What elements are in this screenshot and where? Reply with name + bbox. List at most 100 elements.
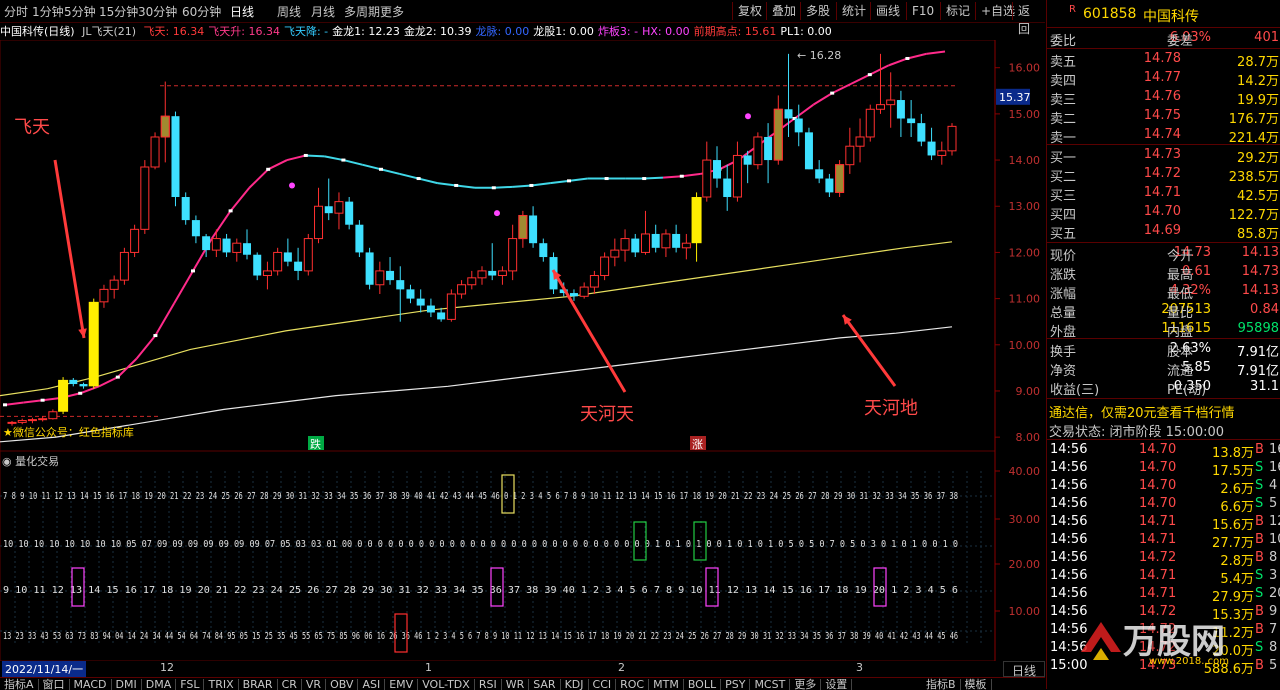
feitian-marker — [228, 209, 233, 213]
candle-body-up — [140, 166, 150, 230]
indicator-tab-right[interactable]: 模板 — [961, 679, 992, 690]
candle-body-down — [764, 136, 773, 161]
indicator-tab[interactable]: MCST — [750, 679, 791, 690]
candle-body-down — [559, 289, 568, 294]
period-tab[interactable]: 月线 — [311, 5, 336, 19]
period-tab[interactable]: 30分钟 — [138, 5, 178, 19]
feitian-curve — [343, 159, 363, 166]
indicator-tab[interactable]: DMI — [112, 679, 142, 690]
indicator-tab[interactable]: CCI — [589, 679, 617, 690]
indicator-value: 飞天降: - — [283, 25, 329, 38]
indicator-tab[interactable]: 设置 — [821, 679, 853, 690]
chart-controls-icon: ◇ ⊗ — [968, 40, 989, 41]
indicator-tab[interactable]: FSL — [176, 679, 205, 690]
indicator-tab-right[interactable]: 指标B — [922, 679, 961, 690]
candle-body-down — [784, 109, 793, 119]
order-volume: 176.7万 — [1228, 112, 1279, 127]
candle-body-up — [865, 108, 875, 138]
period-indicator-button[interactable]: 日线 — [1003, 661, 1045, 678]
indicator-tab[interactable]: ASI — [358, 679, 386, 690]
tick-row: 14:56 14.72 15.3万 B 9 — [1050, 604, 1278, 623]
order-level-label: 买一 — [1050, 151, 1077, 166]
period-tab[interactable]: 多周期 — [344, 5, 381, 19]
quant-trading-subchart[interactable]: 40.00 30.00 20.00 10.00 7 8 9 10 11 12 13 14… — [0, 451, 1045, 661]
indicator-tab[interactable]: BRAR — [239, 679, 278, 690]
candle-body-down — [569, 293, 578, 297]
indicator-tab[interactable]: KDJ — [561, 679, 589, 690]
candle-body-up — [732, 154, 742, 198]
indicator-tab[interactable]: DMA — [142, 679, 177, 690]
stat-row: 净资 5.85 流通 7.91亿 — [1050, 360, 1279, 379]
indicator-tab[interactable]: VR — [302, 679, 327, 690]
y-tick-label: 16.00 — [1009, 62, 1041, 75]
order-level-label: 买三 — [1050, 189, 1077, 204]
feitian-curve — [79, 385, 100, 395]
period-tab[interactable]: 15分钟 — [99, 5, 139, 19]
toolbar-button[interactable]: +自选 — [975, 2, 1020, 20]
indicator-tab[interactable]: BOLL — [684, 679, 722, 690]
order-price: 14.77 — [1143, 70, 1181, 85]
feitian-curve — [550, 179, 570, 185]
indicator-tab[interactable]: ROC — [616, 679, 650, 690]
indicator-tab[interactable]: MACD — [70, 679, 112, 690]
indicator-tab[interactable]: OBV — [326, 679, 359, 690]
period-tab[interactable]: 5分钟 — [64, 5, 96, 19]
indicator-tab[interactable]: SAR — [529, 679, 561, 690]
candle-body-down — [79, 384, 88, 387]
current-price-label: 15.37 — [999, 91, 1031, 104]
toolbar-button[interactable]: 复权 — [732, 2, 767, 20]
period-tab[interactable]: 60分钟 — [182, 5, 222, 19]
feitian-marker — [153, 334, 158, 338]
indicator-tab[interactable]: 指标A — [0, 679, 39, 690]
feitian-curve — [4, 401, 24, 406]
indicator-tab[interactable]: TRIX — [204, 679, 239, 690]
indicator-tab[interactable]: EMV — [385, 679, 419, 690]
candle-body-up — [753, 136, 763, 166]
candle-body-up — [99, 288, 109, 303]
yellow-ma-line — [0, 241, 953, 397]
period-tab[interactable]: 周线 — [277, 5, 302, 19]
indicator-tab[interactable]: VOL-TDX — [418, 679, 475, 690]
candle-body-down — [539, 243, 548, 258]
candlestick-chart[interactable]: 16.00 15.00 14.00 13.00 12.00 11.00 10.00 9.00 8… — [0, 40, 1045, 451]
order-book-row: 卖五 14.78 28.7万 — [1047, 51, 1280, 70]
indicator-value: 飞天: 16.34 — [143, 25, 205, 38]
period-tab[interactable]: 更多 — [380, 5, 405, 19]
period-tab[interactable]: 日线 — [230, 5, 255, 19]
period-tab[interactable]: 1分钟 — [32, 5, 64, 19]
toolbar-button[interactable]: 叠加 — [766, 2, 801, 20]
toolbar-button[interactable]: 标记 — [940, 2, 975, 20]
feitian-marker — [529, 183, 534, 187]
order-book-row: 卖二 14.75 176.7万 — [1047, 108, 1280, 127]
candle-body-up — [38, 418, 48, 421]
indicator-tab[interactable]: 更多 — [790, 679, 822, 690]
toolbar-button[interactable]: 返回 — [1012, 2, 1045, 36]
feitian-marker — [115, 375, 120, 379]
candle-body-down — [743, 155, 752, 165]
trade-status: 交易状态: 闭市阶段 15:00:00 — [1049, 425, 1225, 440]
indicator-tab[interactable]: MTM — [649, 679, 684, 690]
toolbar-button[interactable]: 多股 — [800, 2, 835, 20]
order-book-row: 卖一 14.74 221.4万 — [1047, 127, 1280, 146]
indicator-name[interactable]: JL飞天(21) — [82, 25, 137, 38]
order-volume: 14.2万 — [1237, 74, 1279, 89]
indicator-tab[interactable]: RSI — [475, 679, 502, 690]
indicator-tab[interactable]: 窗口 — [39, 679, 70, 690]
toolbar-button[interactable]: F10 — [906, 2, 939, 20]
feitian-marker — [491, 186, 496, 190]
stat-value: 7.91亿 — [1237, 345, 1279, 360]
feitian-curve — [926, 50, 946, 55]
order-book-row: 卖四 14.77 14.2万 — [1047, 70, 1280, 89]
indicator-tab[interactable]: PSY — [721, 679, 751, 690]
indicator-tab[interactable]: WR — [502, 679, 530, 690]
feitian-curve — [173, 270, 194, 304]
toolbar-button[interactable]: 画线 — [870, 2, 905, 20]
toolbar-button[interactable]: 统计 — [836, 2, 871, 20]
indicator-tab[interactable]: CR — [278, 679, 302, 690]
annotation-tianhetian: 天河天 — [580, 404, 634, 425]
promo-text[interactable]: 通达信，仅需20元查看千档行情 — [1049, 406, 1235, 421]
weicha-value: 401 — [1254, 30, 1279, 45]
period-tab[interactable]: 分时 — [4, 5, 29, 19]
feitian-curve — [437, 182, 457, 187]
y-tick-label: 12.00 — [1009, 246, 1041, 259]
